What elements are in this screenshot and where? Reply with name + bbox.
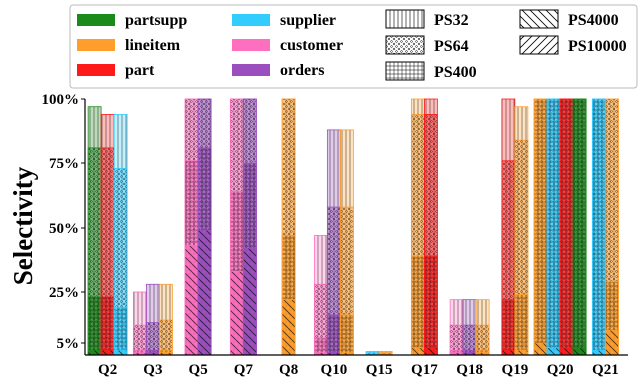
bar-pattern-Q21-supplier-level-3 xyxy=(592,350,605,355)
y-tick-label-75: 75% xyxy=(49,156,79,172)
legend-swatch-PS400 xyxy=(386,62,424,80)
legend-label-PS4000: PS4000 xyxy=(568,12,619,29)
y-tick-label-50: 50% xyxy=(49,221,79,237)
x-tick-label-Q7: Q7 xyxy=(234,362,254,378)
bar-pattern-Q17-lineitem-level-2 xyxy=(411,256,424,355)
bar-pattern-Q2-part-level-3 xyxy=(101,350,114,355)
bar-pattern-Q17-lineitem-level-3 xyxy=(411,348,424,355)
x-tick-label-Q2: Q2 xyxy=(98,362,117,378)
y-tick-label-100: 100% xyxy=(42,92,80,108)
bar-pattern-Q21-supplier-level-2 xyxy=(592,99,605,355)
y-axis-label: Selectivity xyxy=(8,166,38,285)
legend-label-supplier: supplier xyxy=(280,12,336,29)
x-tick-label-Q3: Q3 xyxy=(143,362,162,378)
bar-pattern-Q19-lineitem-level-2 xyxy=(515,295,528,355)
bar-pattern-Q20-partsupp-level-2 xyxy=(573,99,586,355)
x-tick-label-Q21: Q21 xyxy=(592,362,619,378)
x-tick-label-Q18: Q18 xyxy=(456,362,483,378)
bar-pattern-Q17-part-level-3 xyxy=(424,348,437,355)
bar-pattern-Q5-customer-level-3 xyxy=(185,246,198,355)
legend-swatch-part xyxy=(77,64,115,76)
bar-pattern-Q8-lineitem-level-3 xyxy=(282,300,295,355)
legend-swatch-PS4000 xyxy=(520,10,558,28)
bar-pattern-Q19-lineitem-level-3 xyxy=(515,350,528,355)
y-tick-label-5: 5% xyxy=(57,336,80,352)
legend-label-PS10000: PS10000 xyxy=(568,38,627,55)
bar-pattern-Q10-orders-level-2 xyxy=(327,315,340,355)
bar-pattern-Q20-supplier-level-2 xyxy=(547,99,560,355)
y-tick-label-25: 25% xyxy=(49,285,79,301)
bar-pattern-Q19-part-level-2 xyxy=(502,300,515,355)
x-tick-label-Q19: Q19 xyxy=(502,362,529,378)
bar-pattern-Q20-lineitem-level-3 xyxy=(534,343,547,355)
x-tick-label-Q5: Q5 xyxy=(189,362,208,378)
bar-pattern-Q7-orders-level-3 xyxy=(243,248,256,355)
bar-pattern-Q7-customer-level-3 xyxy=(230,271,243,355)
legend-swatch-supplier xyxy=(232,14,270,26)
bar-pattern-Q10-lineitem-level-2 xyxy=(340,315,353,355)
bar-pattern-Q20-part-level-3 xyxy=(560,348,573,355)
bar-pattern-Q19-part-level-3 xyxy=(502,350,515,355)
bar-pattern-Q2-part-level-2 xyxy=(101,297,114,355)
bar-pattern-Q20-lineitem-level-2 xyxy=(534,99,547,355)
legend-swatch-PS32 xyxy=(386,10,424,28)
legend-label-customer: customer xyxy=(280,37,343,54)
legend-swatch-partsupp xyxy=(77,14,115,26)
legend-swatch-PS10000 xyxy=(520,36,558,54)
x-tick-label-Q8: Q8 xyxy=(279,362,298,378)
legend-swatch-orders xyxy=(232,64,270,76)
bar-pattern-Q17-part-level-2 xyxy=(424,256,437,355)
bar-pattern-Q5-orders-level-3 xyxy=(198,230,211,355)
bar-pattern-Q2-supplier-level-3 xyxy=(114,350,127,355)
legend-label-PS64: PS64 xyxy=(434,38,469,55)
legend-label-PS400: PS400 xyxy=(434,64,477,81)
legend-swatch-customer xyxy=(232,39,270,51)
bar-pattern-Q20-supplier-level-3 xyxy=(547,348,560,355)
x-tick-label-Q17: Q17 xyxy=(411,362,438,378)
legend-label-partsupp: partsupp xyxy=(125,12,187,29)
x-tick-label-Q20: Q20 xyxy=(547,362,574,378)
legend-label-PS32: PS32 xyxy=(434,12,469,29)
legend-swatch-lineitem xyxy=(77,39,115,51)
bar-pattern-Q21-lineitem-level-3 xyxy=(605,330,618,355)
bar-pattern-Q20-part-level-2 xyxy=(560,99,573,355)
bar-pattern-Q2-partsupp-level-3 xyxy=(88,350,101,355)
x-tick-label-Q15: Q15 xyxy=(366,362,393,378)
legend-label-part: part xyxy=(125,62,155,79)
legend-label-orders: orders xyxy=(280,62,324,79)
legend-swatch-PS64 xyxy=(386,36,424,54)
bar-pattern-Q3-lineitem-level-1 xyxy=(159,320,172,355)
bar-pattern-Q2-partsupp-level-2 xyxy=(88,297,101,355)
legend-label-lineitem: lineitem xyxy=(125,37,181,54)
x-tick-label-Q10: Q10 xyxy=(321,362,348,378)
bar-pattern-Q2-supplier-level-2 xyxy=(114,307,127,355)
bar-pattern-Q20-partsupp-level-3 xyxy=(573,348,586,355)
